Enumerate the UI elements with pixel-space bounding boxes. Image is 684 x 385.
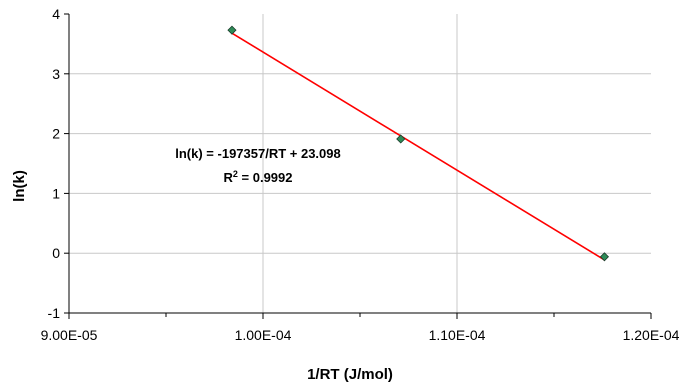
data-point	[396, 134, 406, 144]
x-tick-label: 9.00E-05	[41, 327, 98, 343]
equation-label: ln(k) = -197357/RT + 23.098	[175, 146, 340, 161]
y-tick-label: 3	[52, 66, 60, 82]
trendline	[231, 32, 605, 261]
plot-area	[68, 14, 651, 314]
x-axis: 9.00E-05 1.00E-04 1.10E-04 1.20E-04	[41, 313, 680, 343]
series-layer	[227, 25, 610, 262]
x-axis-title: 1/RT (J/mol)	[307, 366, 393, 383]
grid	[69, 14, 651, 313]
x-tick-label: 1.00E-04	[235, 327, 292, 343]
trendline-annotation: ln(k) = -197357/RT + 23.098 R2 = 0.9992	[175, 146, 340, 185]
data-point	[227, 25, 237, 35]
y-tick-label: 4	[52, 6, 60, 22]
y-tick-label: -1	[48, 305, 61, 321]
x-tick-label: 1.10E-04	[429, 327, 486, 343]
y-axis-title: ln(k)	[11, 170, 28, 202]
y-tick-label: 1	[52, 185, 60, 201]
y-tick-label: 0	[52, 245, 60, 261]
y-tick-label: 2	[52, 126, 60, 142]
x-tick-label: 1.20E-04	[623, 327, 680, 343]
y-axis: -1 0 1 2 3 4	[48, 6, 69, 321]
data-point	[599, 252, 610, 262]
r-squared-label: R2 = 0.9992	[224, 169, 293, 185]
